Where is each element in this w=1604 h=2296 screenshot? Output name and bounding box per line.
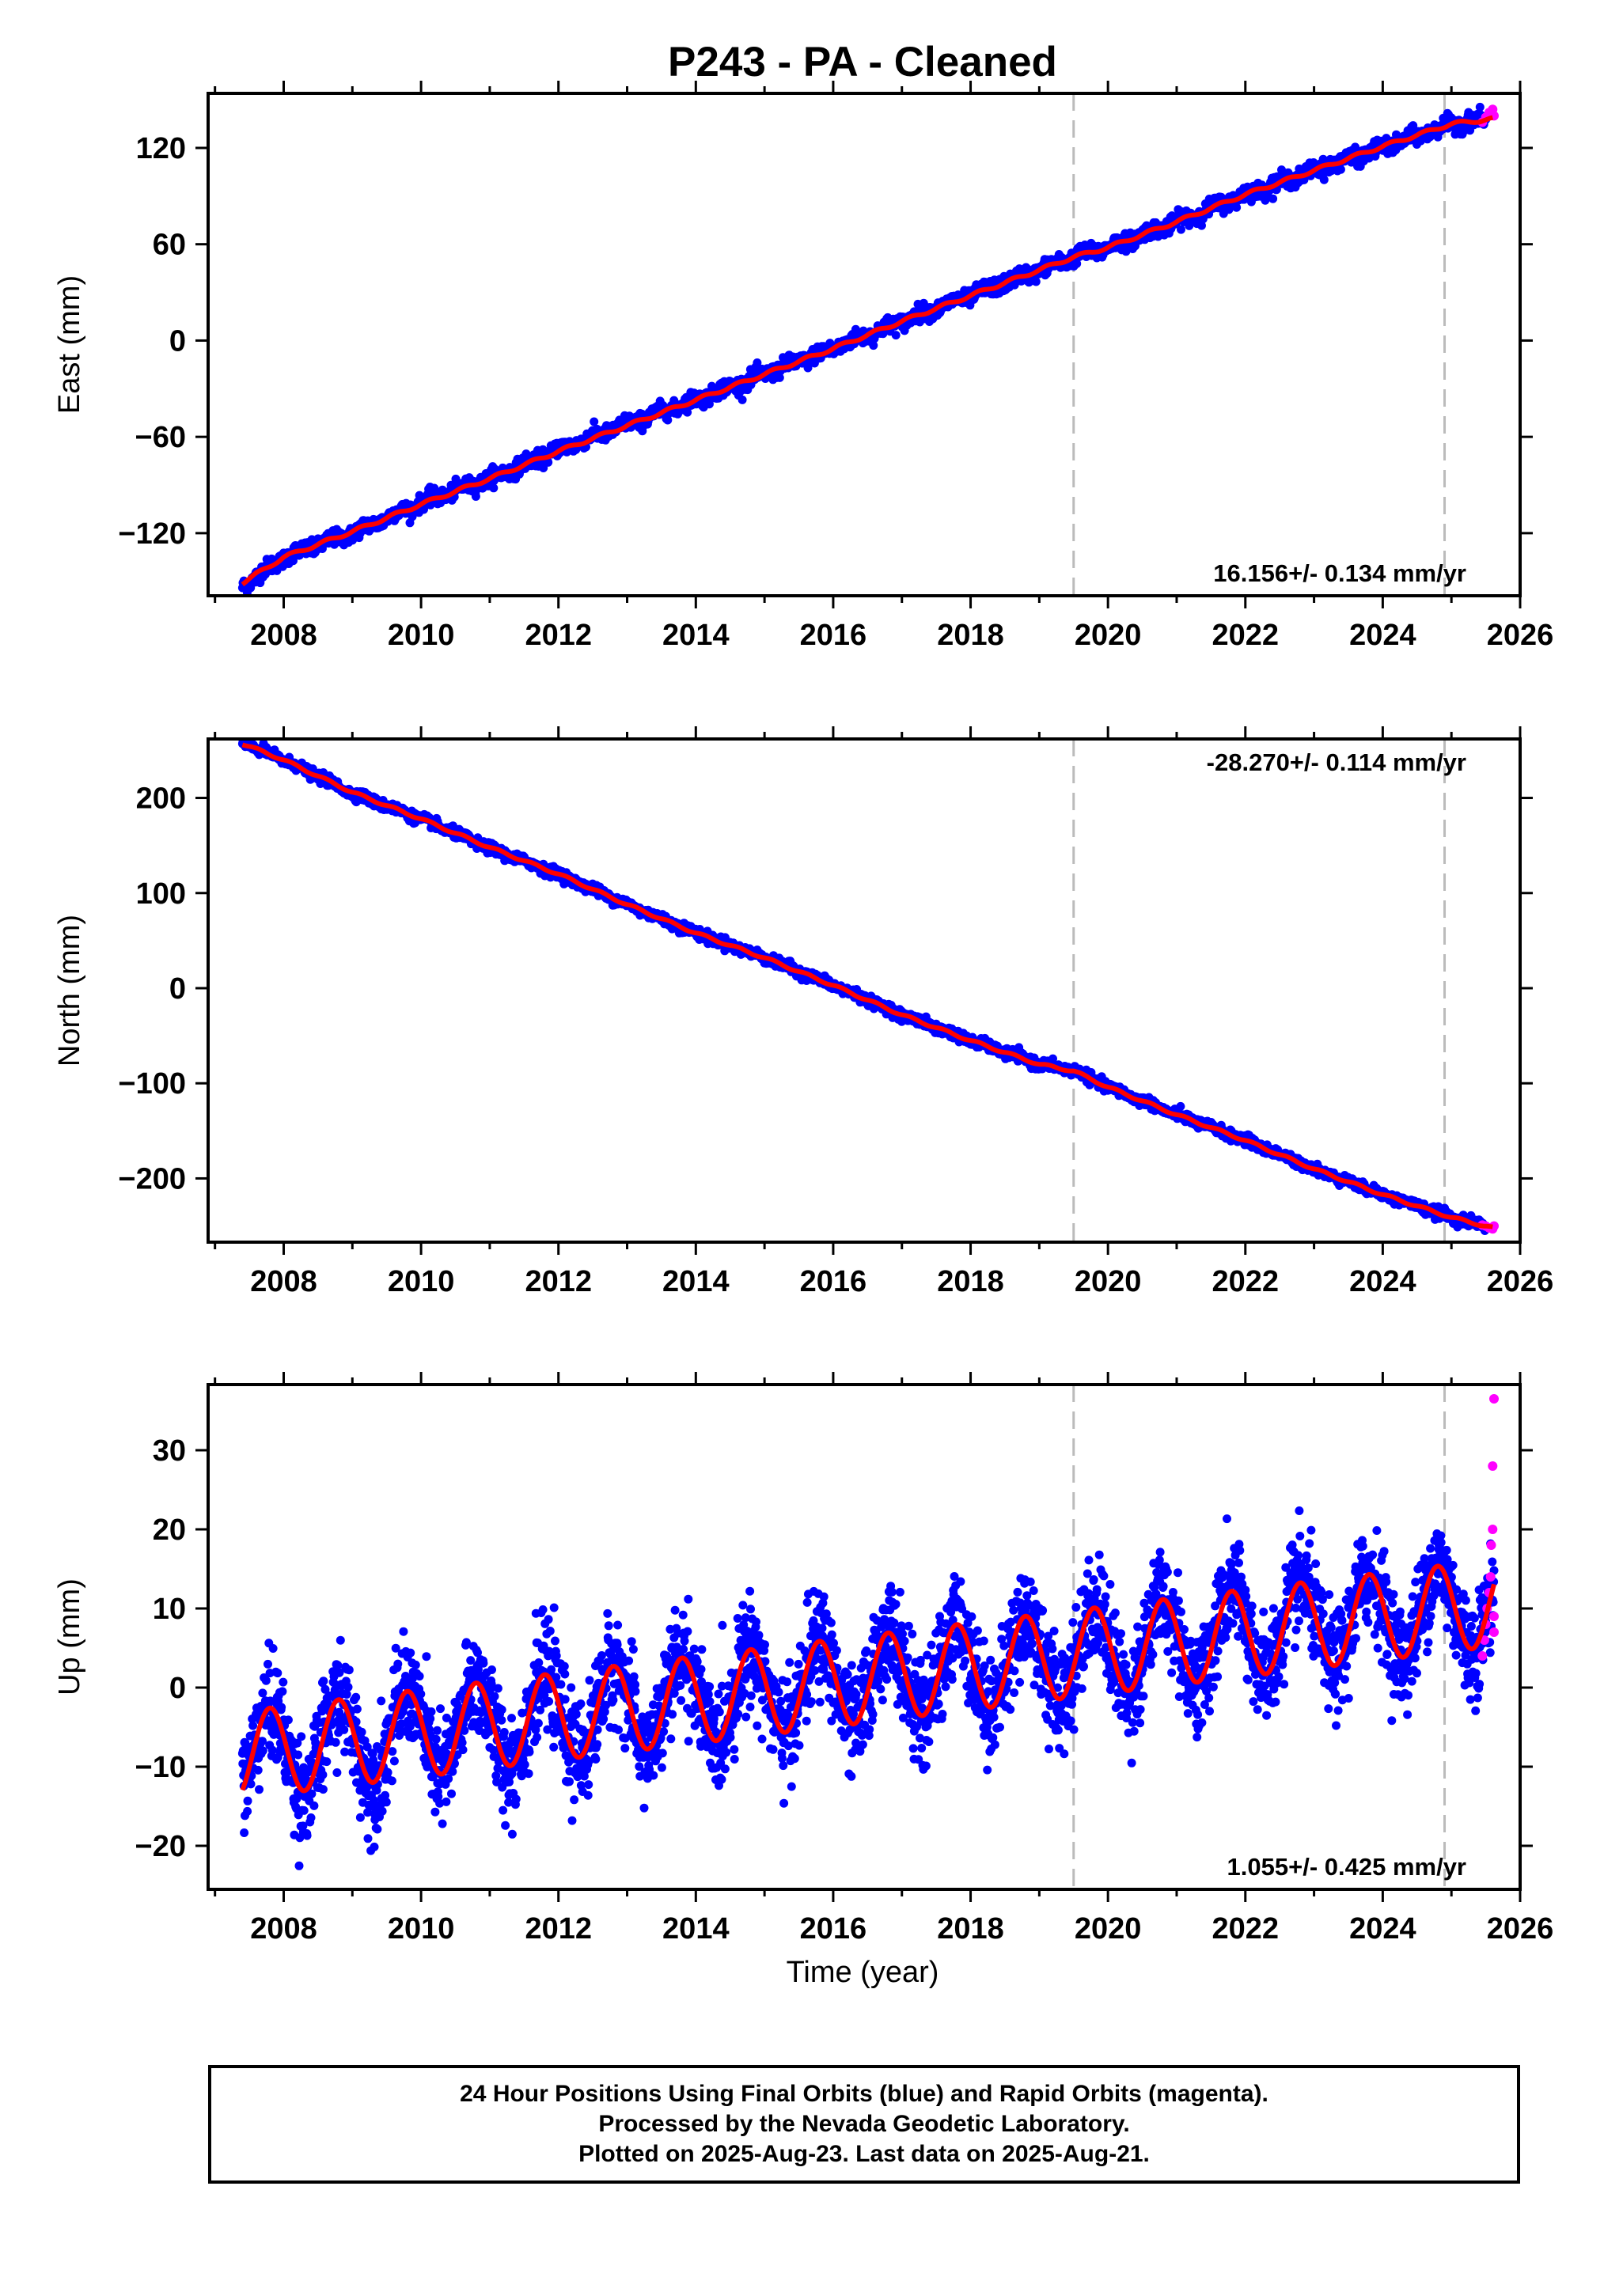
- final-orbit-point: [738, 395, 747, 404]
- x-tick-label: 2022: [1212, 619, 1280, 652]
- x-tick-label: 2020: [1075, 619, 1142, 652]
- east-panel: 2008 2010 2012 2014 2016 2018 2020 2022 2024 2026…: [53, 81, 1553, 652]
- final-orbit-point: [489, 483, 499, 493]
- final-orbit-point: [1475, 102, 1485, 112]
- x-tick-label: 2008: [250, 619, 317, 652]
- panels: 2008 2010 2012 2014 2016 2018 2020 2022 2024 2026…: [53, 81, 1553, 1946]
- final-orbit-point: [775, 373, 784, 382]
- y-tick-label: 0: [169, 324, 186, 358]
- final-orbit-point: [590, 417, 599, 426]
- final-orbit-point: [1319, 175, 1329, 184]
- y-tick-label: −120: [118, 517, 186, 551]
- final-orbit-point: [869, 341, 878, 350]
- final-orbit-point: [1232, 203, 1242, 212]
- east-model-fit-line: [241, 115, 1494, 587]
- final-orbit-point: [753, 358, 762, 367]
- final-orbit-point: [1268, 194, 1278, 203]
- figure-title: P243 - PA - Cleaned: [668, 39, 1057, 85]
- x-tick-label: 2010: [388, 619, 455, 652]
- final-orbit-point: [471, 492, 480, 501]
- final-orbit-point: [1197, 221, 1206, 230]
- east-frame: [207, 92, 1522, 597]
- y-tick-label: −60: [135, 421, 186, 454]
- final-orbit-point: [1409, 121, 1418, 131]
- x-tick-label: 2018: [937, 619, 1004, 652]
- east-plot-area: [237, 102, 1499, 596]
- north-final-orbit-points: [237, 739, 1491, 1235]
- east-y-axis-label: East (mm): [53, 275, 86, 414]
- final-orbit-point: [1177, 225, 1185, 234]
- final-orbit-point: [803, 363, 813, 373]
- x-tick-label: 2026: [1487, 619, 1554, 652]
- final-orbit-point: [544, 457, 553, 467]
- final-orbit-point: [891, 331, 901, 340]
- east-rate-label: 16.156+/- 0.134 mm/yr: [1213, 559, 1466, 587]
- y-tick-label: 60: [153, 229, 186, 262]
- x-tick-label: 2016: [800, 619, 867, 652]
- north-panel: 2008 2010 2012 2014 2016 2018 2020 2022 2024 2026…: [53, 726, 1553, 1298]
- final-orbit-point: [1176, 1101, 1185, 1111]
- x-tick-label: 2024: [1349, 619, 1416, 652]
- final-orbit-point: [1031, 277, 1041, 286]
- north-plot-area: [237, 739, 1499, 1235]
- final-orbit-point: [1072, 259, 1082, 268]
- x-tick-label: 2014: [662, 619, 730, 652]
- y-tick-label: 120: [136, 132, 186, 165]
- final-orbit-point: [1336, 165, 1345, 174]
- x-tick-label: 2012: [525, 619, 592, 652]
- final-orbit-point: [663, 415, 673, 425]
